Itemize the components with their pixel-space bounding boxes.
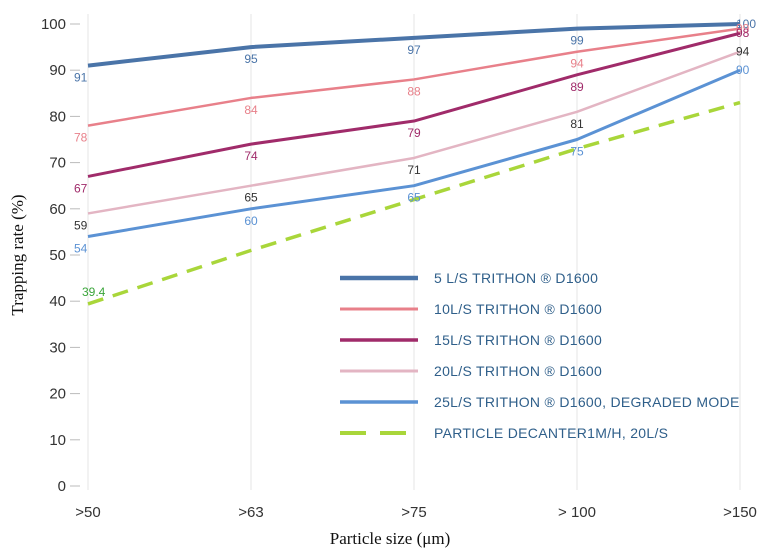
data-label: 74	[244, 149, 258, 163]
legend-label: 25L/S TRITHON ® D1600, DEGRADED MODE	[434, 394, 740, 410]
data-label: 79	[407, 126, 421, 140]
y-tick-label: 40	[49, 293, 66, 310]
series-line-2	[87, 27, 741, 127]
data-label: 54	[74, 242, 88, 256]
data-label: 90	[736, 63, 750, 77]
data-label: 84	[244, 103, 258, 117]
x-tick-label: > 100	[558, 504, 596, 521]
data-label: 65	[407, 191, 421, 205]
data-label: 71	[407, 163, 421, 177]
y-tick-label: 10	[49, 432, 66, 449]
y-axis-title: Trapping rate (%)	[8, 194, 27, 315]
data-label: 99	[570, 34, 584, 48]
data-label: 97	[407, 43, 421, 57]
data-label: 94	[736, 45, 750, 59]
data-label: 88	[407, 84, 421, 98]
legend-label: PARTICLE DECANTER1M/H, 20L/S	[434, 425, 668, 441]
data-label: 89	[570, 80, 584, 94]
data-label: 65	[244, 191, 258, 205]
y-tick-label: 20	[49, 386, 66, 403]
legend: 5 L/S TRITHON ® D1600 10L/S TRITHON ® D16…	[340, 270, 740, 441]
x-tick-label: >75	[401, 504, 426, 521]
data-label: 59	[74, 218, 88, 232]
legend-label: 15L/S TRITHON ® D1600	[434, 332, 602, 348]
y-axis-ticks: 0 10 20 30 40 50 60 70 80 90 100	[41, 16, 80, 495]
x-axis-title: Particle size (μm)	[330, 529, 451, 548]
series-line-3	[87, 31, 741, 178]
x-axis-ticks: >50 >63 >75 > 100 >150	[75, 504, 757, 521]
data-label: 39.4	[82, 285, 106, 299]
series-line-5	[87, 68, 741, 238]
series-lines	[87, 22, 741, 306]
legend-label: 5 L/S TRITHON ® D1600	[434, 270, 598, 286]
y-tick-label: 50	[49, 247, 66, 264]
data-label: 78	[74, 131, 88, 145]
x-tick-label: >150	[723, 504, 757, 521]
data-label: 75	[570, 145, 584, 159]
y-tick-label: 80	[49, 108, 66, 125]
data-label: 94	[570, 57, 584, 71]
data-label: 99	[736, 22, 750, 36]
legend-label: 10L/S TRITHON ® D1600	[434, 301, 602, 317]
x-tick-label: >63	[238, 504, 263, 521]
data-label: 98	[736, 26, 750, 40]
y-tick-label: 30	[49, 339, 66, 356]
data-label: 91	[74, 71, 88, 85]
data-label: 95	[244, 52, 258, 66]
data-label: 81	[570, 117, 584, 131]
series-line-1	[87, 22, 741, 68]
y-tick-label: 70	[49, 155, 66, 172]
grid	[87, 14, 741, 490]
series-line-4	[87, 50, 741, 215]
y-tick-label: 90	[49, 62, 66, 79]
legend-label: 20L/S TRITHON ® D1600	[434, 363, 602, 379]
y-tick-label: 60	[49, 201, 66, 218]
series-line-6	[87, 100, 741, 306]
y-tick-label: 0	[58, 478, 66, 495]
data-label: 60	[244, 214, 258, 228]
data-labels: 9195979910078848894996774798998596571819…	[74, 17, 756, 299]
x-tick-label: >50	[75, 504, 100, 521]
data-label: 67	[74, 181, 88, 195]
y-tick-label: 100	[41, 16, 66, 33]
data-label: 100	[736, 17, 756, 31]
